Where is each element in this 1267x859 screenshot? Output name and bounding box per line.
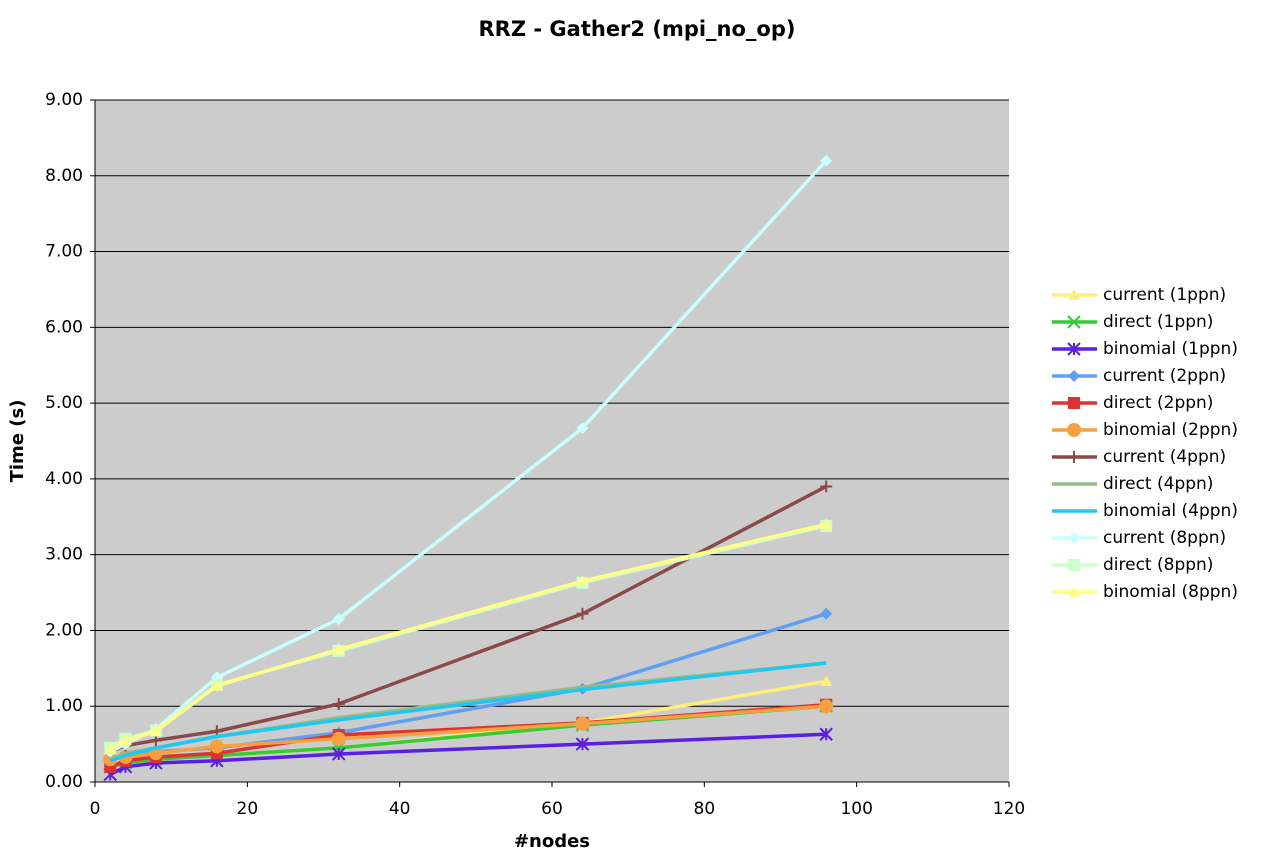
marker (1068, 559, 1080, 571)
marker (209, 739, 224, 754)
marker (1068, 532, 1080, 544)
legend-label: direct (8ppn) (1103, 555, 1213, 575)
marker (1068, 451, 1080, 463)
y-tick-label: 8.00 (45, 166, 83, 186)
marker (820, 675, 833, 687)
marker (332, 613, 345, 626)
series-line (109, 661, 827, 763)
marker (576, 607, 589, 620)
marker (331, 731, 346, 746)
marker (820, 480, 833, 493)
marker (1068, 397, 1080, 409)
marker (1068, 586, 1080, 597)
marker (332, 643, 345, 655)
x-tick-label: 0 (90, 799, 101, 819)
marker (1068, 370, 1080, 382)
marker (576, 575, 589, 586)
y-axis-title: Time (s) (7, 400, 28, 483)
series (104, 518, 833, 755)
legend-label: binomial (2ppn) (1103, 420, 1238, 440)
marker (575, 737, 590, 751)
y-tick-label: 4.00 (45, 469, 83, 489)
marker (1068, 289, 1080, 300)
series (103, 727, 833, 782)
marker (1067, 423, 1081, 437)
marker (575, 716, 590, 731)
marker (819, 699, 834, 714)
y-tick-label: 9.00 (45, 90, 83, 110)
x-tick-label: 60 (541, 799, 563, 819)
marker (332, 697, 345, 710)
legend-label: direct (2ppn) (1103, 393, 1213, 413)
x-tick-label: 120 (993, 799, 1025, 819)
marker (149, 725, 162, 737)
marker (820, 154, 833, 167)
y-tick-label: 1.00 (45, 696, 83, 716)
marker (576, 422, 589, 435)
x-axis-title: #nodes (514, 831, 590, 852)
legend-label: binomial (1ppn) (1103, 339, 1238, 359)
x-tick-label: 40 (389, 799, 411, 819)
legend-label: current (2ppn) (1103, 366, 1226, 386)
y-tick-label: 0.00 (45, 772, 83, 792)
legend-label: direct (1ppn) (1103, 312, 1213, 332)
y-tick-label: 6.00 (45, 317, 83, 337)
legend-label: current (8ppn) (1103, 528, 1226, 548)
marker (210, 679, 223, 691)
plot-area (95, 100, 1009, 782)
marker (820, 607, 833, 620)
marker (819, 727, 833, 741)
y-tick-label: 2.00 (45, 620, 83, 640)
y-tick-label: 3.00 (45, 545, 83, 565)
marker (104, 743, 117, 755)
legend-label: current (1ppn) (1103, 285, 1226, 305)
series (109, 661, 827, 763)
legend-label: current (4ppn) (1103, 447, 1226, 467)
y-tick-label: 7.00 (45, 242, 83, 262)
legend-label: direct (4ppn) (1103, 474, 1213, 494)
x-tick-label: 20 (237, 799, 259, 819)
y-tick-label: 5.00 (45, 393, 83, 413)
legend-label: binomial (8ppn) (1103, 582, 1238, 602)
chart-title: RRZ - Gather2 (mpi_no_op) (479, 17, 796, 41)
marker (820, 518, 833, 530)
x-tick-label: 80 (694, 799, 716, 819)
marker (1067, 342, 1081, 356)
x-tick-label: 100 (840, 799, 872, 819)
marker (1067, 315, 1081, 329)
marker (332, 747, 346, 761)
legend-label: binomial (4ppn) (1103, 501, 1238, 521)
marker (119, 734, 132, 746)
